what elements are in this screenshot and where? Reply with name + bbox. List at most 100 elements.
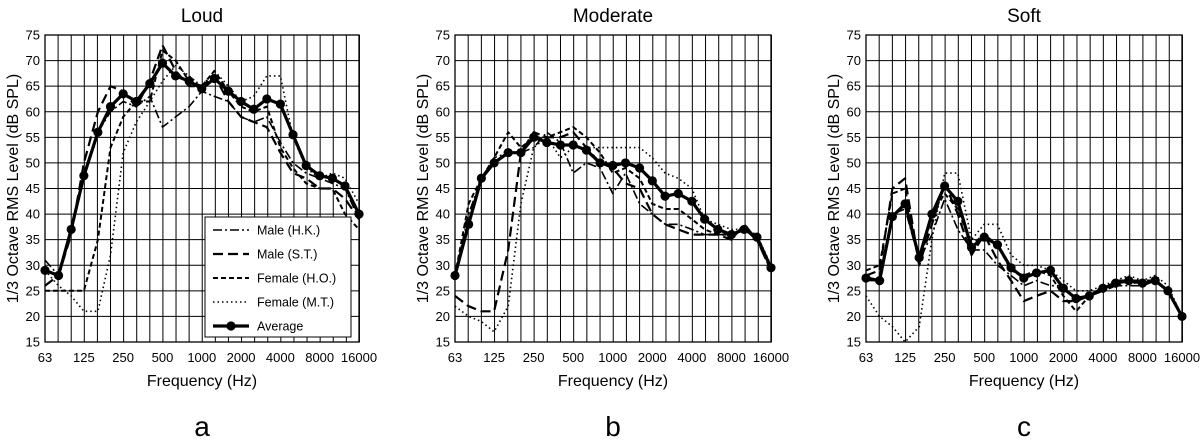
x-tick-label: 2000 (638, 350, 667, 365)
x-tick-label: 1000 (187, 350, 216, 365)
y-tick-label: 25 (436, 283, 450, 298)
data-point (1150, 276, 1160, 286)
legend-label: Male (S.T.) (257, 248, 317, 262)
plot-frame (44, 34, 360, 343)
data-point (301, 160, 311, 171)
x-tick-label: 16000 (341, 350, 377, 365)
x-tick-label: 125 (73, 350, 95, 365)
y-tick-label: 50 (847, 155, 861, 170)
y-tick-label: 60 (26, 104, 40, 119)
y-tick-label: 65 (436, 79, 450, 94)
data-point (197, 84, 207, 94)
y-axis-label: 1/3 Octave RMS Level (dB SPL) (5, 74, 22, 303)
data-point (275, 99, 285, 109)
y-tick-label: 65 (26, 79, 40, 94)
data-point (236, 96, 246, 107)
data-point (940, 181, 950, 191)
y-tick-label: 45 (436, 181, 450, 196)
data-point (647, 176, 657, 186)
x-axis-label: Frequency (Hz) (969, 373, 1079, 390)
data-point (1071, 293, 1081, 304)
chart-panel-a: 15 20 25 30 35 40 45 50 55 60 65 70 75 63 125 250 500 100… (5, 6, 377, 442)
y-tick-label: 45 (847, 181, 861, 196)
data-point (726, 229, 737, 240)
x-tick-label: 4000 (677, 350, 706, 365)
data-point (464, 219, 474, 229)
legend-label: Female (M.T.) (257, 296, 334, 310)
y-tick-label: 35 (847, 232, 861, 247)
x-tick-label: 250 (112, 350, 134, 365)
data-point (927, 209, 937, 219)
data-point (900, 199, 910, 209)
data-point (223, 86, 234, 96)
data-point (555, 140, 566, 150)
x-tick-label: 2000 (227, 350, 256, 365)
data-point (581, 145, 592, 155)
y-tick-label: 30 (26, 258, 40, 273)
data-point (1058, 283, 1068, 293)
data-point (354, 209, 364, 219)
data-point (608, 160, 618, 171)
data-point (503, 148, 513, 158)
chart-title: Loud (181, 6, 223, 27)
x-tick-label: 63 (448, 350, 462, 365)
data-point (953, 196, 963, 206)
x-tick-label: 500 (562, 350, 584, 365)
x-tick-label: 8000 (305, 350, 334, 365)
chart-title: Moderate (573, 6, 653, 27)
y-tick-label: 70 (847, 53, 861, 68)
data-point (1084, 291, 1094, 301)
data-point (1137, 278, 1148, 288)
data-point (992, 240, 1003, 250)
data-point (875, 276, 885, 286)
y-tick-label: 40 (26, 207, 40, 222)
data-point (620, 158, 631, 168)
y-tick-label: 25 (847, 283, 861, 298)
data-point (1006, 263, 1016, 273)
data-point (327, 173, 337, 183)
data-point (687, 196, 697, 206)
data-point (1177, 311, 1187, 322)
x-tick-label: 125 (894, 350, 916, 365)
data-point (1045, 265, 1056, 275)
panel-label: b (605, 411, 621, 442)
x-axis-label: Frequency (Hz) (147, 373, 257, 390)
data-point (145, 79, 155, 89)
y-tick-label: 75 (847, 28, 861, 43)
data-point (634, 163, 645, 173)
data-point (1111, 278, 1121, 288)
data-point (476, 173, 486, 183)
y-tick-label: 70 (26, 53, 40, 68)
data-point (979, 232, 989, 242)
x-tick-label: 8000 (717, 350, 746, 365)
legend-marker (226, 321, 236, 331)
y-tick-label: 20 (847, 309, 861, 324)
y-tick-label: 20 (26, 309, 40, 324)
data-point (249, 104, 259, 114)
y-tick-label: 30 (847, 258, 861, 273)
y-tick-label: 60 (847, 104, 861, 119)
panel-label: a (194, 411, 210, 442)
data-point (914, 252, 924, 263)
data-point (340, 181, 350, 191)
x-tick-label: 63 (859, 350, 873, 365)
y-tick-label: 65 (847, 79, 861, 94)
x-tick-label: 63 (38, 350, 52, 365)
x-tick-label: 125 (483, 350, 505, 365)
data-point (450, 270, 460, 281)
series-line (865, 172, 1183, 343)
y-tick-label: 15 (26, 335, 40, 350)
data-point (660, 191, 670, 201)
x-tick-label: 8000 (1128, 350, 1157, 365)
y-tick-label: 55 (26, 130, 40, 145)
data-point (739, 224, 749, 235)
data-point (1124, 276, 1134, 286)
x-tick-label: 1000 (598, 350, 627, 365)
chart-panel-c: 15 20 25 30 35 40 45 50 55 60 65 70 75 63 125 250 500 100… (826, 6, 1200, 442)
y-tick-label: 30 (436, 258, 450, 273)
y-tick-label: 75 (26, 28, 40, 43)
y-tick-label: 15 (436, 335, 450, 350)
data-point (595, 158, 605, 168)
chart-panel-b: 15 20 25 30 35 40 45 50 55 60 65 70 75 63 125 250 500 100… (415, 6, 789, 442)
y-tick-label: 20 (436, 309, 450, 324)
